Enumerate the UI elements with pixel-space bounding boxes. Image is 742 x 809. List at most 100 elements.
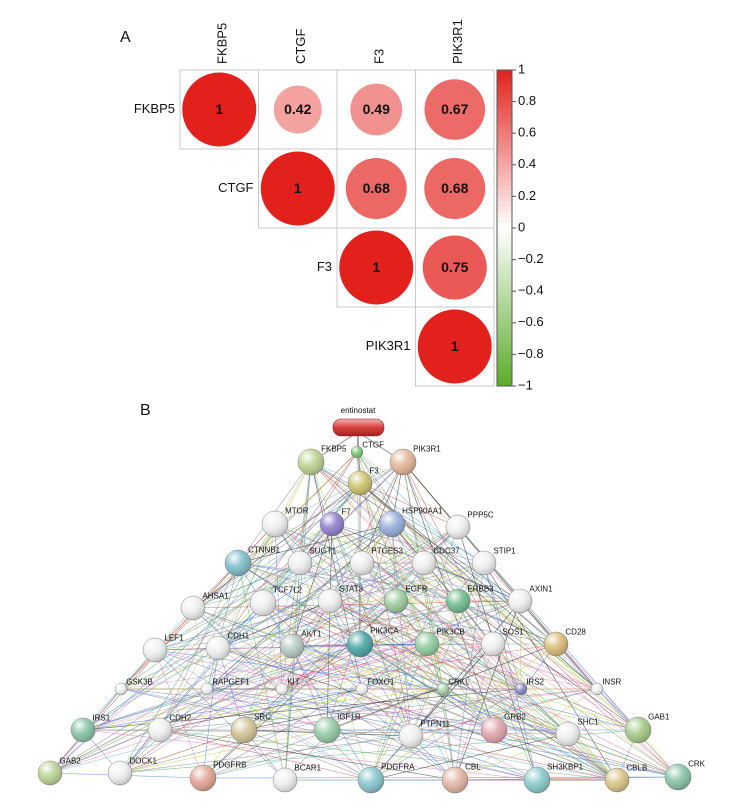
colorbar-step bbox=[497, 301, 512, 308]
node-shine bbox=[508, 589, 532, 613]
edge bbox=[159, 729, 372, 781]
node-shine bbox=[181, 596, 205, 620]
edge bbox=[119, 729, 245, 774]
edge bbox=[493, 729, 679, 778]
node-label: SHC1 bbox=[577, 718, 599, 727]
row-label: CTGF bbox=[218, 180, 253, 195]
edge bbox=[82, 523, 393, 731]
node-label: STAT3 bbox=[339, 585, 363, 594]
colorbar-step bbox=[497, 380, 512, 387]
colorbar-step bbox=[497, 170, 512, 176]
node-shine bbox=[379, 511, 405, 537]
colorbar-step bbox=[497, 180, 512, 187]
node-label: SOS1 bbox=[502, 628, 524, 637]
colorbar-step bbox=[497, 233, 512, 240]
edge bbox=[310, 461, 412, 737]
node-label: CRKL bbox=[448, 677, 470, 686]
edge bbox=[202, 600, 397, 779]
node-label: CBLB bbox=[626, 764, 647, 773]
edge bbox=[119, 729, 328, 774]
edge bbox=[120, 562, 485, 690]
edge bbox=[402, 461, 459, 602]
colorbar-step bbox=[497, 85, 512, 92]
edge bbox=[243, 729, 372, 781]
colorbar-step bbox=[497, 264, 512, 271]
node-label: IRS2 bbox=[526, 677, 544, 686]
colorbar-step bbox=[497, 154, 512, 161]
corr-circle bbox=[260, 151, 335, 226]
colorbar-step bbox=[497, 133, 512, 139]
node-label: PPP5C bbox=[467, 511, 493, 520]
corr-value: 1 bbox=[372, 259, 380, 275]
edge bbox=[442, 688, 456, 781]
drug-node bbox=[332, 418, 385, 437]
edge bbox=[192, 482, 361, 609]
edge bbox=[82, 607, 194, 731]
corr-value: 0.42 bbox=[284, 101, 311, 117]
edge bbox=[454, 776, 679, 781]
colorbar-tick-label: −0.2 bbox=[518, 251, 544, 266]
edge bbox=[49, 643, 428, 774]
colorbar-step bbox=[497, 243, 512, 250]
edge bbox=[361, 643, 428, 690]
node-label: GSK3B bbox=[126, 677, 153, 686]
corr-value: 0.67 bbox=[441, 101, 468, 117]
edge bbox=[237, 523, 393, 564]
edge bbox=[202, 643, 428, 779]
edge bbox=[154, 562, 301, 651]
node-shine bbox=[437, 683, 449, 695]
colorbar-tick-label: −0.4 bbox=[518, 283, 544, 298]
node-label: AKT1 bbox=[301, 630, 322, 639]
node-shine bbox=[544, 632, 568, 656]
node-shine bbox=[481, 717, 507, 743]
edge bbox=[202, 647, 219, 779]
edge bbox=[442, 688, 569, 735]
colorbar-step bbox=[497, 117, 512, 124]
edge bbox=[262, 523, 276, 604]
edge bbox=[243, 688, 598, 731]
node-label: EGFR bbox=[405, 585, 427, 594]
edge bbox=[192, 562, 301, 609]
cell bbox=[415, 306, 495, 387]
node-shine bbox=[446, 589, 470, 613]
colorbar-step bbox=[497, 164, 512, 171]
colorbar-step bbox=[497, 349, 512, 355]
edge bbox=[361, 688, 538, 781]
panel-label: B bbox=[140, 402, 151, 419]
colorbar-tick-label: −0.6 bbox=[518, 314, 544, 329]
node-label: PDGFRA bbox=[381, 763, 415, 772]
node-shine bbox=[481, 632, 505, 656]
node-label: PDGFRB bbox=[213, 761, 246, 770]
edge bbox=[326, 729, 538, 781]
edge bbox=[395, 600, 494, 645]
edge bbox=[370, 643, 557, 781]
node-shine bbox=[665, 764, 691, 790]
edge bbox=[284, 562, 301, 781]
edge bbox=[243, 688, 444, 731]
node-label: AHSA1 bbox=[202, 592, 229, 601]
edge bbox=[326, 688, 444, 731]
edge bbox=[119, 688, 444, 774]
colorbar-step bbox=[497, 280, 512, 287]
edge bbox=[154, 649, 444, 690]
node-shine bbox=[320, 512, 344, 536]
edge bbox=[154, 562, 425, 651]
node-shine bbox=[314, 717, 340, 743]
colorbar-step bbox=[497, 191, 512, 197]
edge bbox=[391, 523, 521, 602]
colorbar-step bbox=[497, 259, 512, 266]
colorbar-step bbox=[497, 201, 512, 208]
edge bbox=[82, 643, 494, 731]
edge bbox=[329, 600, 618, 781]
node-shine bbox=[280, 634, 304, 658]
colorbar-step bbox=[497, 217, 512, 224]
colorbar-step bbox=[497, 275, 512, 282]
colorbar-step bbox=[497, 312, 512, 319]
colorbar-step bbox=[497, 112, 512, 118]
column-label: FKBP5 bbox=[215, 23, 230, 64]
edge bbox=[299, 562, 444, 690]
colorbar-step bbox=[497, 285, 512, 292]
colorbar-tick-label: 0 bbox=[518, 219, 525, 234]
colorbar-step bbox=[497, 127, 512, 134]
edge bbox=[262, 602, 283, 690]
